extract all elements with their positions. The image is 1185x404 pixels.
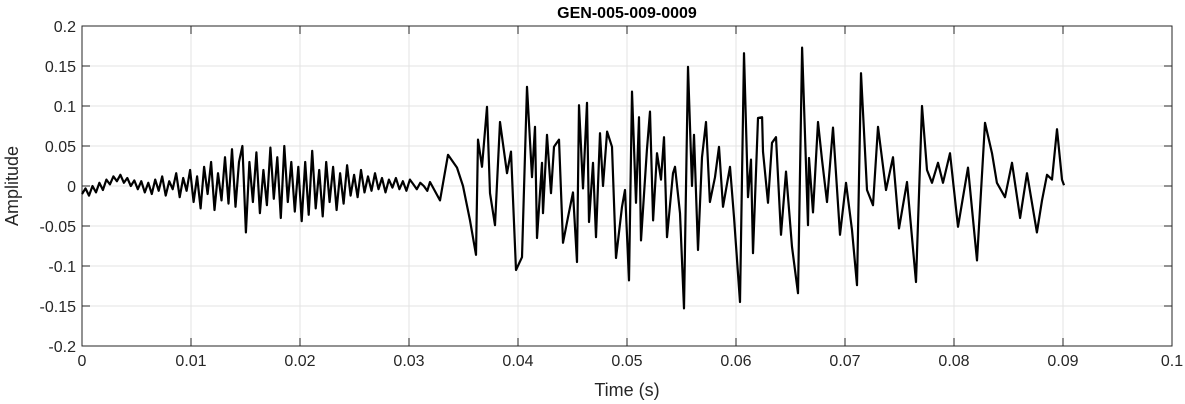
- x-tick-label: 0.02: [284, 353, 315, 370]
- x-tick-label: 0.05: [611, 353, 642, 370]
- y-tick-label: 0: [67, 179, 76, 196]
- axis-ticks: 0 0.01 0.02 0.03 0.04 0.05 0.06 0.07 0.08 0.09 0.1…: [40, 19, 1184, 370]
- x-tick-label: 0.08: [938, 353, 969, 370]
- y-tick-label: -0.1: [48, 259, 76, 276]
- y-axis-label: Amplitude: [2, 146, 22, 226]
- x-tick-label: 0.04: [502, 353, 533, 370]
- x-tick-label: 0.06: [720, 353, 751, 370]
- y-tick-label: 0.2: [54, 19, 76, 36]
- x-tick-label: 0: [78, 353, 87, 370]
- series-line-amplitude: [81, 46, 1066, 310]
- y-tick-label: 0.1: [54, 99, 76, 116]
- x-tick-label: 0.03: [393, 353, 424, 370]
- x-tick-label: 0.09: [1047, 353, 1078, 370]
- grid-lines: [81, 25, 1173, 347]
- y-tick-label: -0.05: [40, 219, 77, 236]
- y-tick-label: 0.05: [45, 139, 76, 156]
- y-tick-label: -0.15: [40, 299, 77, 316]
- chart-title: GEN-005-009-0009: [557, 5, 697, 22]
- x-tick-label: 0.1: [1161, 353, 1183, 370]
- y-tick-label: -0.2: [48, 339, 76, 356]
- x-tick-label: 0.01: [175, 353, 206, 370]
- y-tick-label: 0.15: [45, 59, 76, 76]
- x-tick-label: 0.07: [829, 353, 860, 370]
- x-axis-label: Time (s): [594, 380, 659, 400]
